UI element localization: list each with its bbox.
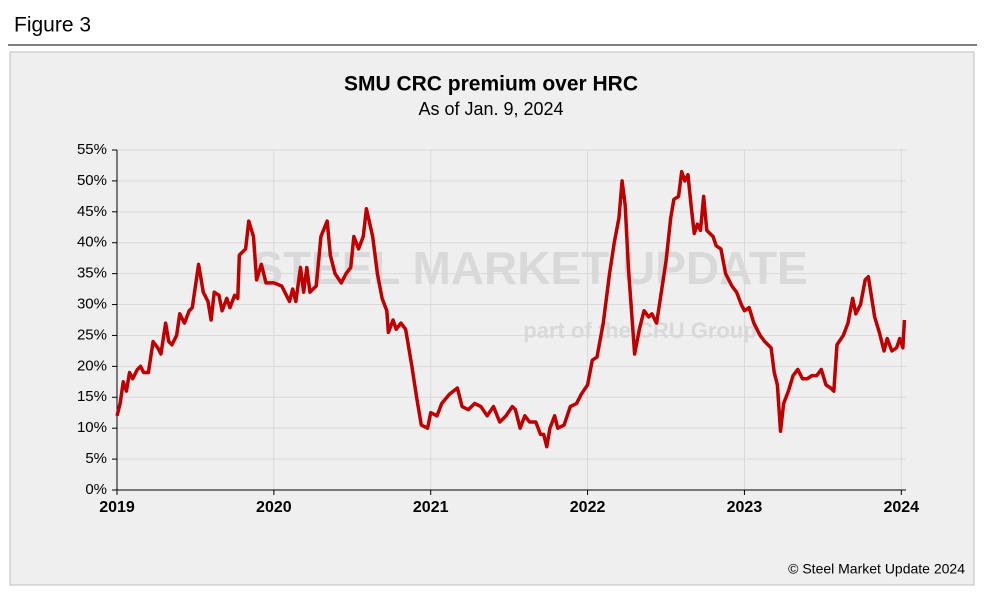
x-tick-label: 2023: [727, 499, 763, 516]
y-tick-label: 30%: [77, 296, 107, 313]
y-tick-label: 35%: [77, 265, 107, 282]
y-tick-label: 5%: [85, 450, 107, 467]
y-tick-label: 55%: [77, 141, 107, 158]
x-tick-label: 2020: [256, 499, 292, 516]
x-tick-label: 2021: [413, 499, 449, 516]
y-tick-label: 20%: [77, 357, 107, 374]
y-tick-label: 45%: [77, 203, 107, 220]
x-tick-label: 2022: [570, 499, 606, 516]
y-tick-label: 40%: [77, 234, 107, 251]
y-tick-label: 25%: [77, 326, 107, 343]
x-tick-label: 2019: [99, 499, 135, 516]
y-tick-label: 50%: [77, 172, 107, 189]
data-line: [115, 169, 907, 449]
source: © Steel Market Update 2024: [788, 561, 965, 577]
y-tick-label: 10%: [77, 419, 107, 436]
chart-title: SMU CRC premium over HRC: [344, 73, 638, 96]
y-tick-label: 0%: [85, 481, 107, 498]
figure-label: Figure 3: [14, 14, 91, 37]
x-tick-label: 2024: [883, 499, 919, 516]
chart-subtitle: As of Jan. 9, 2024: [418, 99, 563, 119]
chart-panel: [9, 51, 975, 586]
watermark: STEEL MARKET UPDATE: [252, 242, 807, 294]
y-tick-label: 15%: [77, 388, 107, 405]
